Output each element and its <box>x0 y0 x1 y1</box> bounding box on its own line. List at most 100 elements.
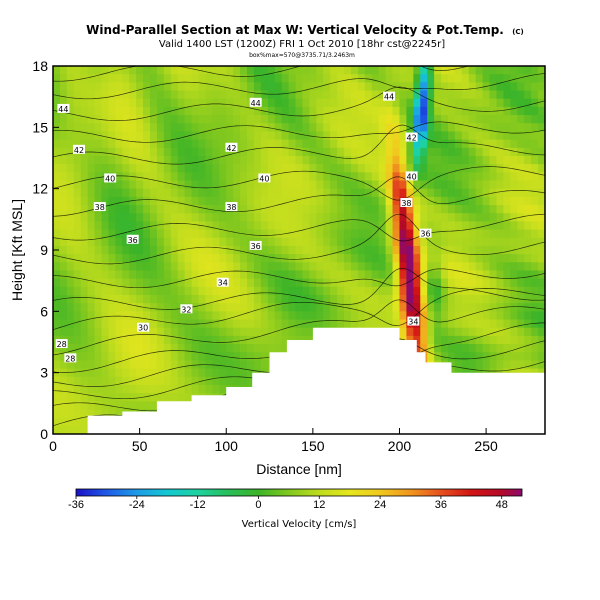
heatmap-cell <box>212 155 220 165</box>
heatmap-cell <box>240 66 248 75</box>
heatmap-cell <box>385 205 394 214</box>
heatmap-cell <box>482 278 491 288</box>
heatmap-cell <box>323 221 331 231</box>
heatmap-cell <box>115 254 123 263</box>
heatmap-cell <box>295 147 304 157</box>
heatmap-cell <box>482 155 491 165</box>
heatmap-cell <box>413 82 421 92</box>
heatmap-cell <box>247 229 255 239</box>
heatmap-cell <box>295 90 304 100</box>
heatmap-cell <box>212 90 220 100</box>
heatmap-cell <box>115 360 123 370</box>
heatmap-cell <box>288 66 297 75</box>
heatmap-cell <box>150 278 158 288</box>
heatmap-cell <box>461 213 470 222</box>
heatmap-cell <box>510 155 518 165</box>
heatmap-cell <box>108 66 116 75</box>
heatmap-cell <box>226 188 234 198</box>
heatmap-cell <box>454 254 463 263</box>
heatmap-cell <box>441 196 449 206</box>
heatmap-cell <box>198 139 207 149</box>
heatmap-cell <box>219 115 227 124</box>
contour-label: 30 <box>137 322 150 333</box>
heatmap-cell <box>316 311 324 321</box>
heatmap-cell <box>115 139 123 149</box>
heatmap-cell <box>226 344 234 353</box>
heatmap-cell <box>66 229 75 239</box>
heatmap-cell <box>441 335 449 345</box>
heatmap-cell <box>371 106 380 116</box>
heatmap-cell <box>510 196 518 206</box>
heatmap-cell <box>115 270 123 280</box>
heatmap-cell <box>184 188 193 198</box>
heatmap-cell <box>184 66 193 75</box>
heatmap-cell <box>399 123 408 133</box>
heatmap-cell <box>267 188 276 198</box>
heatmap-cell <box>136 188 144 198</box>
heatmap-cell <box>108 360 116 370</box>
heatmap-cell <box>122 360 130 370</box>
heatmap-cell <box>288 229 297 239</box>
heatmap-cell <box>503 352 511 361</box>
heatmap-cell <box>87 319 96 329</box>
heatmap-cell <box>129 368 137 378</box>
heatmap-cell <box>503 139 511 149</box>
contour-label-background <box>72 144 85 154</box>
heatmap-cell <box>468 229 477 239</box>
heatmap-cell <box>531 90 539 100</box>
heatmap-cell <box>427 180 435 190</box>
heatmap-cell <box>309 213 317 222</box>
heatmap-cell <box>447 98 456 108</box>
heatmap-cell <box>454 245 463 255</box>
heatmap-cell <box>267 106 276 116</box>
heatmap-cell <box>53 205 61 214</box>
heatmap-cell <box>156 368 165 378</box>
heatmap-cell <box>371 123 380 133</box>
heatmap-cell <box>475 327 484 337</box>
heatmap-cell <box>420 82 428 92</box>
heatmap-cell <box>309 98 317 108</box>
heatmap-cell <box>87 384 96 394</box>
heatmap-cell <box>87 106 96 116</box>
heatmap-cell <box>191 368 200 378</box>
heatmap-cell <box>392 270 401 280</box>
x-tick-label: 100 <box>215 438 239 454</box>
heatmap-cell <box>350 106 359 116</box>
heatmap-cell <box>240 254 248 263</box>
heatmap-cell <box>66 262 75 272</box>
heatmap-cell <box>122 123 130 133</box>
heatmap-cell <box>73 344 82 353</box>
heatmap-cell <box>392 106 401 116</box>
heatmap-cell <box>517 155 525 165</box>
heatmap-cell <box>510 344 518 353</box>
heatmap-cell <box>378 311 387 321</box>
heatmap-cell <box>170 139 179 149</box>
heatmap-cell <box>447 213 456 222</box>
heatmap-cell <box>503 360 511 370</box>
heatmap-cell <box>184 245 193 255</box>
heatmap-cell <box>129 278 137 288</box>
heatmap-cell <box>198 344 207 353</box>
heatmap-cell <box>350 115 359 124</box>
heatmap-cell <box>461 139 470 149</box>
heatmap-cell <box>392 74 401 83</box>
heatmap-cell <box>364 278 373 288</box>
heatmap-cell <box>399 98 408 108</box>
heatmap-cell <box>295 254 304 263</box>
heatmap-cell <box>447 205 456 214</box>
heatmap-cell <box>129 106 137 116</box>
heatmap-cell <box>454 327 463 337</box>
heatmap-cell <box>344 90 352 100</box>
heatmap-cell <box>364 196 373 206</box>
heatmap-cell <box>253 164 262 173</box>
heatmap-cell <box>205 344 213 353</box>
heatmap-cell <box>122 164 130 173</box>
heatmap-cell <box>143 335 151 345</box>
heatmap-cell <box>177 221 186 231</box>
heatmap-cell <box>302 245 310 255</box>
heatmap-cell <box>115 164 123 173</box>
heatmap-cell <box>226 319 234 329</box>
heatmap-cell <box>316 164 324 173</box>
heatmap-cell <box>385 262 394 272</box>
heatmap-cell <box>441 131 449 141</box>
